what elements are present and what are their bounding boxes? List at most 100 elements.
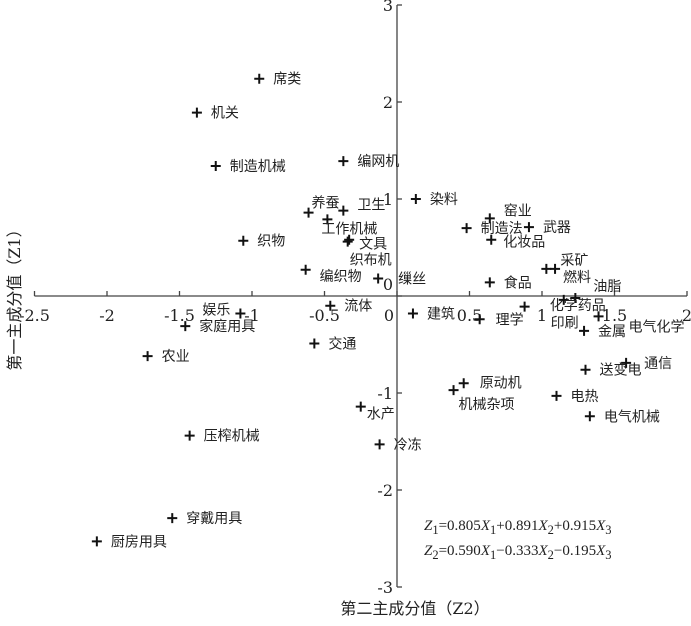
- point-label: 织布机: [350, 253, 392, 269]
- data-point: [448, 385, 459, 396]
- point-label: 化妆品: [503, 235, 545, 251]
- point-label: 电气化学: [629, 319, 685, 335]
- point-label: 织物: [257, 234, 285, 250]
- x-tick-label: -1: [244, 306, 260, 325]
- point-label: 染料: [430, 192, 458, 208]
- data-point: [254, 73, 265, 84]
- data-point: [322, 214, 333, 225]
- equation-z2: Z2=0.590X1−0.333X2−0.195X3: [424, 543, 612, 562]
- point-label: 穿戴用具: [186, 511, 242, 527]
- point-label: 电气机械: [604, 409, 660, 425]
- point-label: 建筑: [427, 306, 455, 322]
- point-label: 武器: [543, 220, 571, 236]
- point-label: 农业: [162, 349, 190, 365]
- point-label: 交通: [328, 336, 356, 353]
- data-point: [461, 223, 472, 234]
- y-tick-label: -1: [377, 384, 393, 403]
- data-point: [191, 107, 202, 118]
- data-point: [523, 222, 534, 233]
- point-label: 家庭用具: [199, 318, 255, 335]
- data-point: [551, 390, 562, 401]
- point-label: 机械杂项: [459, 397, 515, 413]
- y-tick-label: -3: [377, 578, 393, 597]
- y-tick-label: -2: [377, 481, 393, 500]
- x-tick-label: 1.5: [602, 306, 627, 325]
- point-label: 电热: [571, 389, 599, 405]
- y-tick-label: 0: [383, 275, 393, 294]
- data-point: [550, 263, 561, 274]
- data-point: [338, 156, 349, 167]
- point-label: 工作机械: [321, 221, 377, 237]
- y-tick-label: 1: [383, 190, 393, 209]
- x-tick-label: 2: [682, 306, 691, 325]
- data-point: [210, 161, 221, 172]
- point-label: 厨房用具: [111, 534, 167, 550]
- data-point: [584, 411, 595, 422]
- data-point: [484, 277, 495, 288]
- data-point: [338, 205, 349, 216]
- data-point: [580, 364, 591, 375]
- data-point: [486, 234, 497, 245]
- data-point: [458, 378, 469, 389]
- data-point: [235, 308, 246, 319]
- point-label: 文具: [359, 237, 387, 253]
- point-label: 窑业: [504, 202, 532, 219]
- x-tick-label: -0.5: [309, 306, 340, 325]
- data-point: [484, 213, 495, 224]
- point-label: 压榨机械: [204, 428, 260, 445]
- point-label: 印刷: [551, 316, 579, 332]
- x-tick-label: -1.5: [164, 306, 195, 325]
- point-label: 油脂: [593, 279, 621, 295]
- data-point: [309, 338, 320, 349]
- data-point: [303, 207, 314, 218]
- y-tick-label: 2: [383, 93, 393, 112]
- point-label: 娱乐: [202, 302, 230, 318]
- data-point: [374, 439, 385, 450]
- data-point: [558, 294, 569, 305]
- point-label: 缫丝: [398, 272, 426, 288]
- data-point: [91, 536, 102, 547]
- point-label: 流体: [344, 299, 372, 315]
- point-label: 冷冻: [394, 436, 422, 453]
- point-label: 化学药品: [550, 298, 606, 314]
- x-tick-label: 0.5: [457, 306, 482, 325]
- point-label: 通信: [644, 356, 672, 372]
- data-point: [410, 194, 421, 204]
- data-point: [355, 401, 366, 412]
- data-point: [621, 357, 632, 368]
- data-point: [519, 301, 530, 312]
- x-tick-label: -2.5: [19, 306, 50, 325]
- point-label: 编网机: [357, 154, 399, 170]
- data-point: [238, 235, 249, 246]
- point-label: 席类: [273, 72, 301, 88]
- point-label: 养蚕: [312, 196, 340, 212]
- point-label: 金属: [598, 324, 626, 340]
- data-point: [474, 314, 485, 325]
- data-point: [342, 236, 353, 247]
- data-point: [300, 264, 311, 275]
- x-axis-label: 第二主成分值（Z2）: [340, 599, 489, 618]
- data-point: [579, 325, 590, 336]
- point-label: 食品: [504, 274, 532, 291]
- data-point: [593, 311, 604, 322]
- point-label: 编织物: [320, 269, 362, 285]
- point-label: 机关: [211, 106, 239, 122]
- x-tick-label: -2: [99, 306, 115, 325]
- data-point: [325, 300, 336, 311]
- y-tick-label: 3: [383, 0, 393, 15]
- data-point: [407, 308, 418, 319]
- data-point: [180, 321, 191, 332]
- data-point: [344, 234, 355, 245]
- point-label: 送变电: [600, 363, 642, 379]
- y-axis-label: 第一主成分值（Z1）: [5, 221, 24, 370]
- x-tick-label: 1: [537, 306, 547, 325]
- equation-z1: Z1=0.805X1+0.891X2+0.915X3: [424, 518, 612, 537]
- point-label: 卫生: [357, 198, 385, 214]
- point-label: 燃料: [563, 269, 591, 286]
- point-label: 制造机械: [230, 159, 286, 175]
- x-tick-label: 0: [384, 306, 394, 325]
- data-point: [167, 513, 178, 524]
- point-label: 采矿: [560, 253, 588, 269]
- data-point: [570, 292, 581, 303]
